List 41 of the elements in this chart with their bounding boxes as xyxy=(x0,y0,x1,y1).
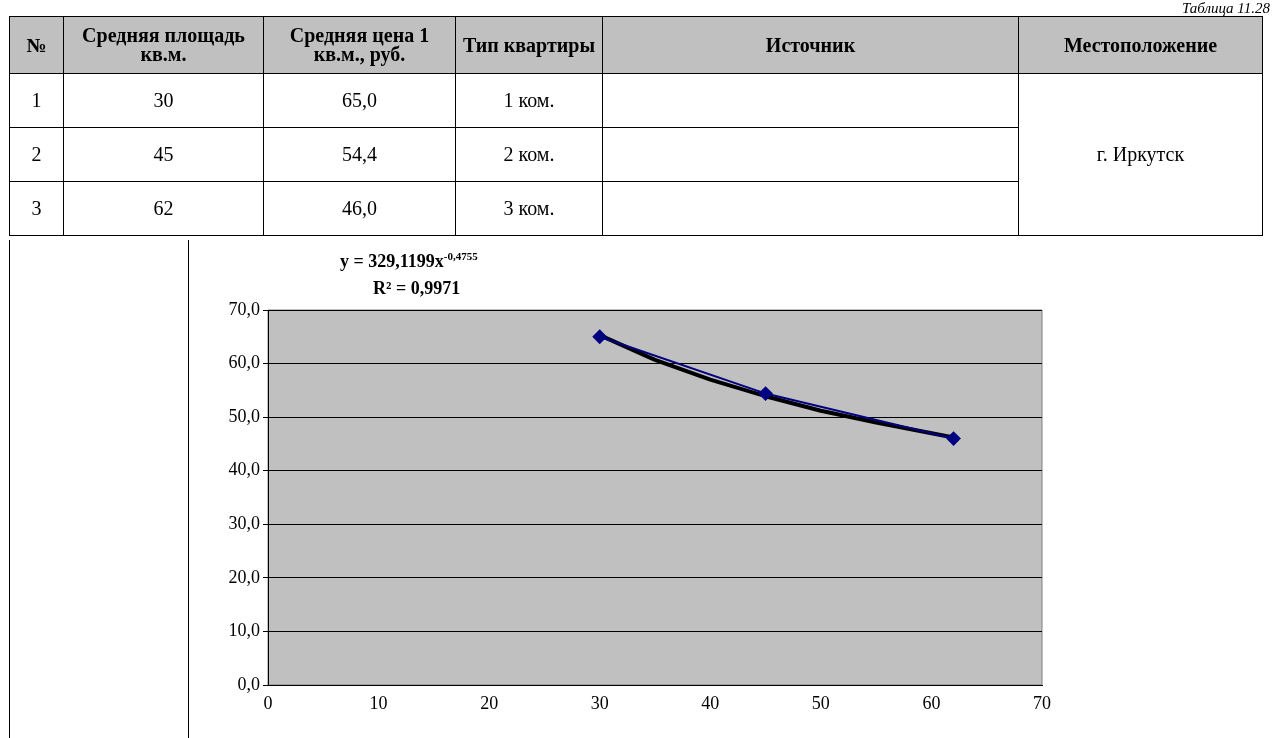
text: y = 329,1199x$^{-0,4755}$ xyxy=(340,250,478,272)
y-tick-label: 20,0 xyxy=(228,566,260,587)
text: Средняя цена 1 кв.м., руб. xyxy=(263,16,456,74)
x-tick-label: 50 xyxy=(811,692,830,713)
y-tick-label: 30,0 xyxy=(228,513,260,534)
y-tick-label: 10,0 xyxy=(228,620,260,641)
text: 2 xyxy=(9,127,64,182)
text: 3 ком. xyxy=(455,181,603,236)
text: 45 xyxy=(63,127,264,182)
text: № xyxy=(9,16,64,74)
x-tick-label: 10 xyxy=(369,692,388,713)
y-tick-label: 70,0 xyxy=(228,298,260,319)
text: Местоположение xyxy=(1018,16,1263,74)
text: 65,0 xyxy=(263,73,456,128)
point xyxy=(592,329,607,344)
text: 2 ком. xyxy=(455,127,603,182)
point xyxy=(758,386,773,401)
text: 3 xyxy=(9,181,64,236)
text: Тип квартиры xyxy=(455,16,603,74)
text: 54,4 xyxy=(263,127,456,182)
text: г. Иркутск xyxy=(1018,73,1263,236)
text: Таблица 11.28 xyxy=(1181,0,1270,16)
text: R² = 0,9971 xyxy=(373,278,461,299)
x-tick-label: 70 xyxy=(1033,692,1051,713)
point xyxy=(946,431,961,446)
x-tick-label: 40 xyxy=(701,692,720,713)
y-tick-label: 60,0 xyxy=(228,352,260,373)
text: Средняя площадь кв.м. xyxy=(63,16,264,74)
text: Источник xyxy=(602,16,1019,74)
text: 1 xyxy=(9,73,64,128)
x-tick-label: 30 xyxy=(590,692,609,713)
text: 1 ком. xyxy=(455,73,603,128)
y-tick-label: 50,0 xyxy=(228,405,260,426)
text: 30 xyxy=(63,73,264,128)
x-tick-label: 0 xyxy=(263,692,273,713)
text: 62 xyxy=(63,181,264,236)
y-tick-label: 40,0 xyxy=(228,459,260,480)
text: 46,0 xyxy=(263,181,456,236)
x-tick-label: 60 xyxy=(922,692,941,713)
y-tick-label: 0,0 xyxy=(237,673,260,694)
x-tick-label: 20 xyxy=(480,692,499,713)
